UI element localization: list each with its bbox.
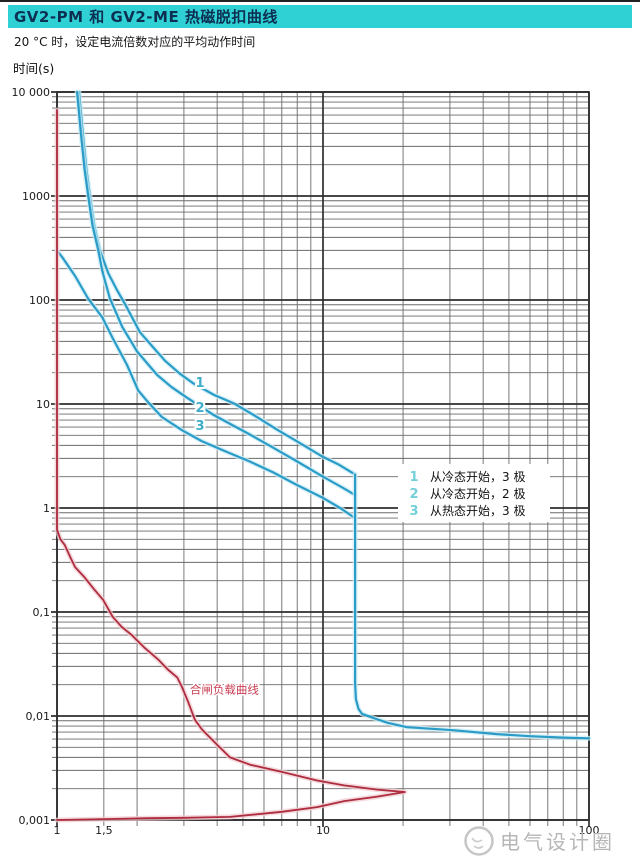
y-tick-label: 1000 — [22, 190, 50, 203]
x-tick-label: 1 — [54, 824, 61, 837]
chart-subtitle: 20 °C 时，设定电流倍数对应的平均动作时间 — [14, 35, 256, 49]
curve-label-1: 1 — [196, 376, 205, 391]
y-tick-label: 1 — [43, 502, 50, 515]
y-tick-label: 0,1 — [33, 606, 51, 619]
axis-tick-labels: 1 1,5 10 100 10 000 1000 100 10 1 0,1 0,01 0,001 时间(… — [12, 61, 600, 837]
legend-item-label: 从冷态开始，3 极 — [430, 470, 525, 484]
x-tick-label: 10 — [316, 824, 330, 837]
legend-item-label: 从冷态开始，2 极 — [430, 487, 525, 501]
series-closing-load — [54, 107, 408, 823]
legend-marker-3: 3 — [409, 504, 418, 519]
curve-label-2: 2 — [196, 401, 205, 416]
curve-label-3: 3 — [196, 419, 205, 434]
curve-number-labels: 1 2 3 — [194, 374, 207, 436]
circle-logo-icon — [464, 826, 494, 856]
closing-load-label: 合闸负载曲线 — [188, 681, 260, 698]
grid-major-lines — [51, 91, 590, 827]
top-border-strip — [0, 0, 640, 2]
y-axis-title: 时间(s) — [13, 61, 54, 76]
legend-item-label: 从热态开始，3 极 — [430, 504, 525, 518]
y-tick-label: 0,01 — [26, 710, 51, 723]
legend: 1 从冷态开始，3 极 2 从冷态开始，2 极 3 从热态开始，3 极 — [398, 464, 550, 522]
series-magnetic — [352, 472, 592, 741]
watermark: 电气设计圈 — [464, 826, 615, 856]
legend-marker-1: 1 — [409, 470, 418, 485]
grid-minor-lines — [52, 92, 589, 826]
page-title: GV2-PM 和 GV2-ME 热磁脱扣曲线 — [14, 8, 278, 26]
title-bar: GV2-PM 和 GV2-ME 热磁脱扣曲线 — [8, 5, 632, 28]
watermark-text: 电气设计圈 — [500, 830, 615, 854]
series-curve2 — [74, 89, 358, 498]
y-tick-label: 0,001 — [19, 814, 51, 827]
x-tick-label: 100 — [579, 824, 600, 837]
y-tick-label: 100 — [29, 294, 50, 307]
y-tick-label: 10 000 — [12, 86, 51, 99]
curves — [54, 89, 592, 823]
circle-logo-face — [471, 837, 484, 849]
y-tick-label: 10 — [36, 398, 50, 411]
legend-box — [398, 464, 550, 522]
legend-marker-2: 2 — [409, 487, 418, 502]
closing-load-curve-label: 合闸负载曲线 — [190, 682, 259, 696]
series-curve3 — [54, 247, 358, 521]
x-tick-label: 1,5 — [95, 824, 113, 837]
